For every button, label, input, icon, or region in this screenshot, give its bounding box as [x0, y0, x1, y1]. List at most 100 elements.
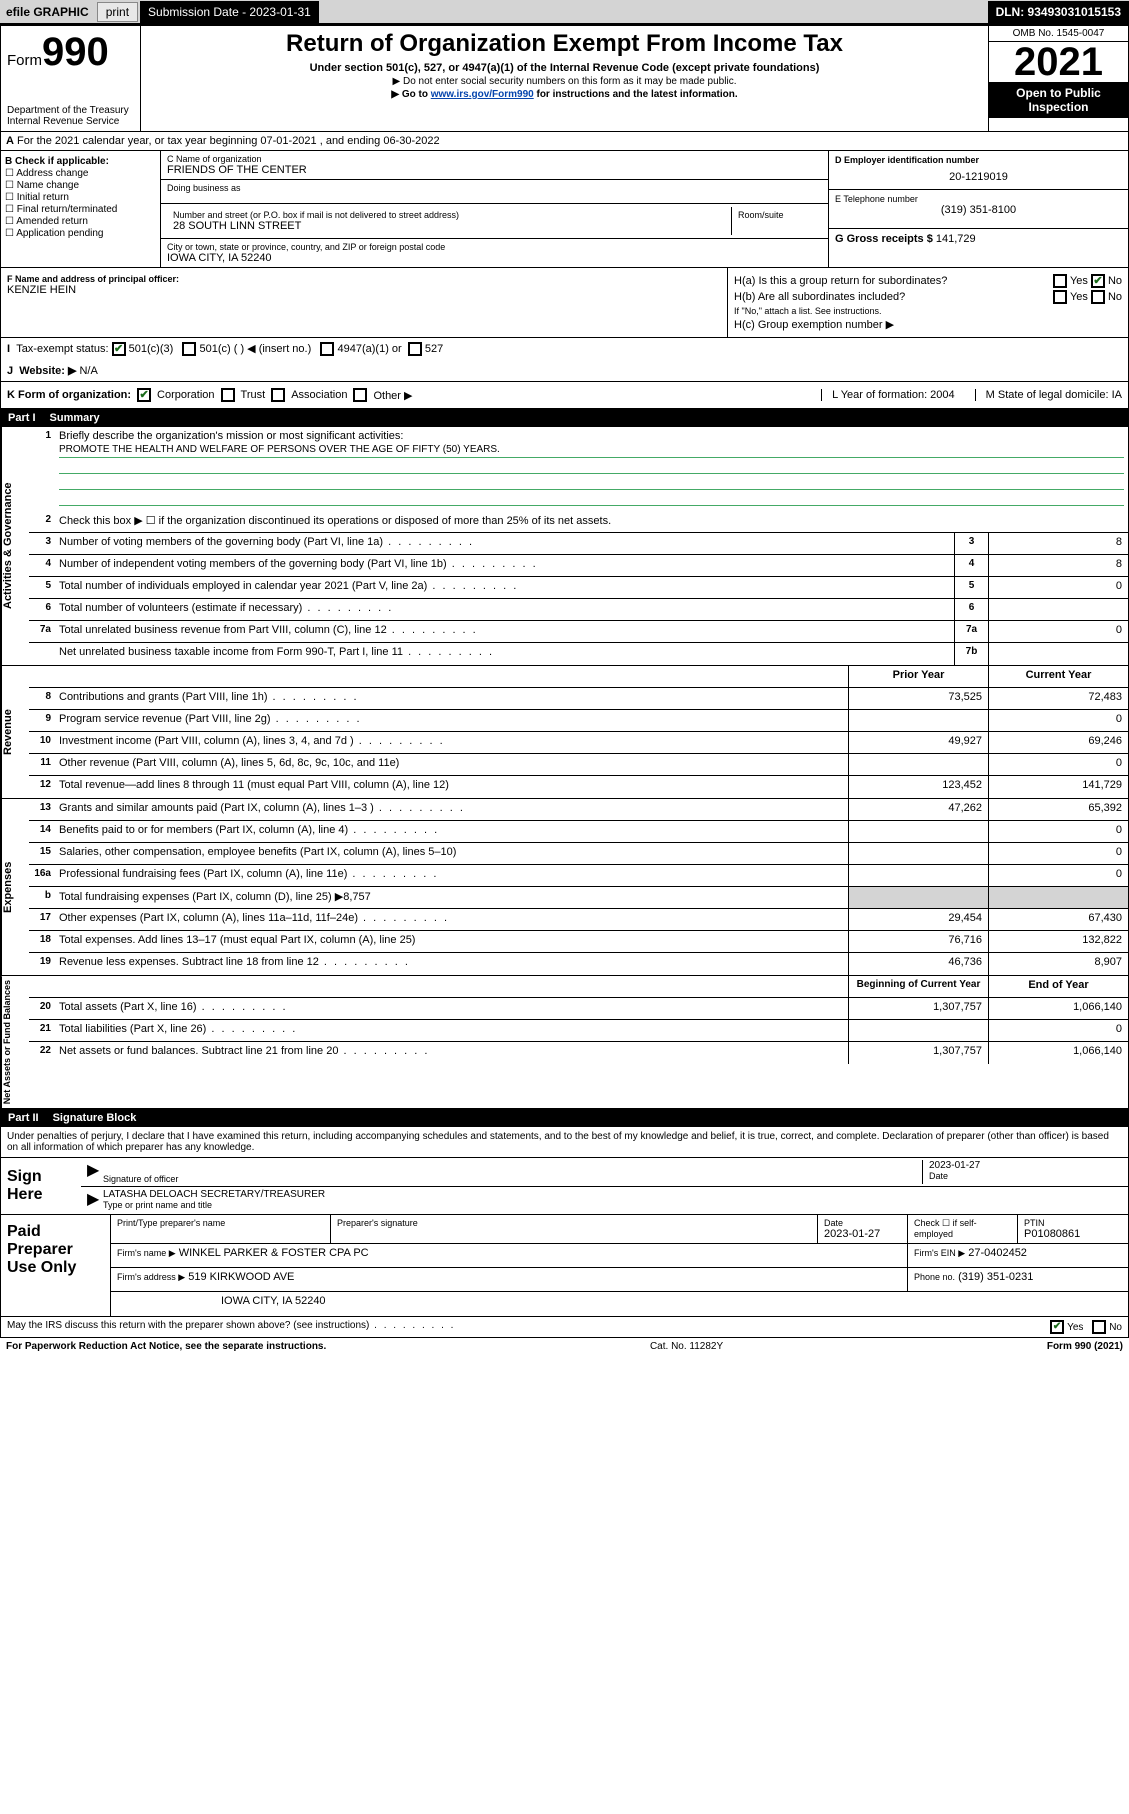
chk-501c3[interactable]	[112, 342, 126, 356]
line15-prior	[848, 843, 988, 864]
line3-desc: Number of voting members of the governin…	[55, 533, 954, 554]
line21-eoy: 0	[988, 1020, 1128, 1041]
line19-desc: Revenue less expenses. Subtract line 18 …	[55, 953, 848, 975]
firm-name: WINKEL PARKER & FOSTER CPA PC	[179, 1247, 369, 1259]
line18-curr: 132,822	[988, 931, 1128, 952]
line11-desc: Other revenue (Part VIII, column (A), li…	[55, 754, 848, 775]
ein-label: D Employer identification number	[835, 155, 1122, 165]
line17-prior: 29,454	[848, 909, 988, 930]
form-header: Form990 Department of the Treasury Inter…	[0, 24, 1129, 132]
dba-label: Doing business as	[167, 183, 822, 193]
opt-corporation: Corporation	[157, 389, 214, 401]
col-current-year: Current Year	[988, 666, 1128, 687]
line11-curr: 0	[988, 754, 1128, 775]
activities-governance: Activities & Governance 1 Briefly descri…	[0, 427, 1129, 666]
officer-name-label: Type or print name and title	[103, 1200, 1122, 1210]
hb-no-checkbox[interactable]	[1091, 290, 1105, 304]
chk-corporation[interactable]	[137, 388, 151, 402]
net-assets-section: Net Assets or Fund Balances Beginning of…	[0, 976, 1129, 1109]
part2-num: Part II	[8, 1112, 39, 1124]
irs-form990-link[interactable]: www.irs.gov/Form990	[431, 89, 534, 100]
chk-amended-return[interactable]: ☐ Amended return	[5, 216, 156, 227]
line10-prior: 49,927	[848, 732, 988, 753]
chk-501c[interactable]	[182, 342, 196, 356]
form-prefix: Form	[7, 52, 42, 69]
ptin-value: P01080861	[1024, 1228, 1122, 1240]
mission-blank1	[59, 460, 1124, 474]
line16a-desc: Professional fundraising fees (Part IX, …	[55, 865, 848, 886]
chk-trust[interactable]	[221, 388, 235, 402]
chk-527[interactable]	[408, 342, 422, 356]
line12-desc: Total revenue—add lines 8 through 11 (mu…	[55, 776, 848, 798]
ha-no-checkbox[interactable]	[1091, 274, 1105, 288]
chk-name-change[interactable]: ☐ Name change	[5, 180, 156, 191]
line16b-prior-shade	[848, 887, 988, 908]
line19-curr: 8,907	[988, 953, 1128, 975]
line19-prior: 46,736	[848, 953, 988, 975]
ha-yesno: Yes No	[1053, 274, 1122, 288]
chk-application-pending[interactable]: ☐ Application pending	[5, 228, 156, 239]
revenue-section: Revenue Prior YearCurrent Year 8Contribu…	[0, 666, 1129, 799]
chk-initial-return[interactable]: ☐ Initial return	[5, 192, 156, 203]
chk-4947[interactable]	[320, 342, 334, 356]
section-b: B Check if applicable: ☐ Address change …	[1, 151, 161, 267]
chk-other[interactable]	[353, 388, 367, 402]
phone-label: E Telephone number	[835, 194, 1122, 204]
gross-receipts-value: 141,729	[936, 233, 976, 245]
state-domicile: M State of legal domicile: IA	[975, 389, 1122, 401]
chk-address-change[interactable]: ☐ Address change	[5, 168, 156, 179]
firm-ein: 27-0402452	[968, 1247, 1027, 1259]
line22-eoy: 1,066,140	[988, 1042, 1128, 1064]
hb-yes-checkbox[interactable]	[1053, 290, 1067, 304]
section-deg: D Employer identification number 20-1219…	[828, 151, 1128, 267]
line17-curr: 67,430	[988, 909, 1128, 930]
line13-desc: Grants and similar amounts paid (Part IX…	[55, 799, 848, 820]
tax-status-label: Tax-exempt status:	[16, 343, 108, 355]
opt-501c3: 501(c)(3)	[129, 343, 174, 355]
sig-arrow-icon: ▶	[87, 1160, 103, 1184]
sig-date-value: 2023-01-27	[929, 1160, 1122, 1171]
street-address: 28 SOUTH LINN STREET	[173, 220, 725, 232]
section-c: C Name of organization FRIENDS OF THE CE…	[161, 151, 828, 267]
section-klm: K Form of organization: Corporation Trus…	[0, 382, 1129, 409]
perjury-declaration: Under penalties of perjury, I declare th…	[1, 1127, 1128, 1157]
line9-desc: Program service revenue (Part VIII, line…	[55, 710, 848, 731]
mission-text: PROMOTE THE HEALTH AND WELFARE OF PERSON…	[59, 444, 1124, 458]
org-name: FRIENDS OF THE CENTER	[167, 164, 822, 176]
firm-addr-label: Firm's address ▶	[117, 1272, 185, 1282]
ha-yes-checkbox[interactable]	[1053, 274, 1067, 288]
paid-preparer-label: Paid Preparer Use Only	[1, 1215, 111, 1316]
line22-desc: Net assets or fund balances. Subtract li…	[55, 1042, 848, 1064]
part2-title: Signature Block	[53, 1112, 137, 1124]
hb-no-label: No	[1108, 291, 1122, 303]
chk-association[interactable]	[271, 388, 285, 402]
line7a-desc: Total unrelated business revenue from Pa…	[55, 621, 954, 642]
line16a-prior	[848, 865, 988, 886]
part2-header: Part II Signature Block	[0, 1109, 1129, 1127]
chk-final-return[interactable]: ☐ Final return/terminated	[5, 204, 156, 215]
line12-prior: 123,452	[848, 776, 988, 798]
print-button[interactable]: print	[97, 2, 138, 22]
address-label: Number and street (or P.O. box if mail i…	[173, 210, 725, 220]
efile-label: efile GRAPHIC	[0, 5, 95, 19]
ssn-warning: ▶ Do not enter social security numbers o…	[147, 76, 982, 87]
self-employed-check[interactable]: Check ☐ if self-employed	[908, 1215, 1018, 1243]
tax-year-range: For the 2021 calendar year, or tax year …	[17, 135, 440, 147]
form-org-label: K Form of organization:	[7, 389, 131, 401]
open-public-badge: Open to Public Inspection	[989, 82, 1128, 118]
opt-other: Other ▶	[373, 389, 412, 402]
line7a-val: 0	[988, 621, 1128, 642]
room-label: Room/suite	[738, 210, 816, 220]
vtab-revenue: Revenue	[1, 666, 29, 798]
dept-treasury: Department of the Treasury	[7, 105, 134, 116]
line14-curr: 0	[988, 821, 1128, 842]
pra-notice: For Paperwork Reduction Act Notice, see …	[6, 1341, 326, 1352]
discuss-no-checkbox[interactable]	[1092, 1320, 1106, 1334]
col-eoy: End of Year	[988, 976, 1128, 997]
hb-note: If "No," attach a list. See instructions…	[734, 306, 1122, 316]
firm-phone: (319) 351-0231	[958, 1271, 1033, 1283]
discuss-yes-checkbox[interactable]	[1050, 1320, 1064, 1334]
officer-name-title: LATASHA DELOACH SECRETARY/TREASURER	[103, 1189, 1122, 1200]
website-label: Website: ▶	[19, 365, 76, 377]
officer-name: KENZIE HEIN	[7, 284, 721, 296]
